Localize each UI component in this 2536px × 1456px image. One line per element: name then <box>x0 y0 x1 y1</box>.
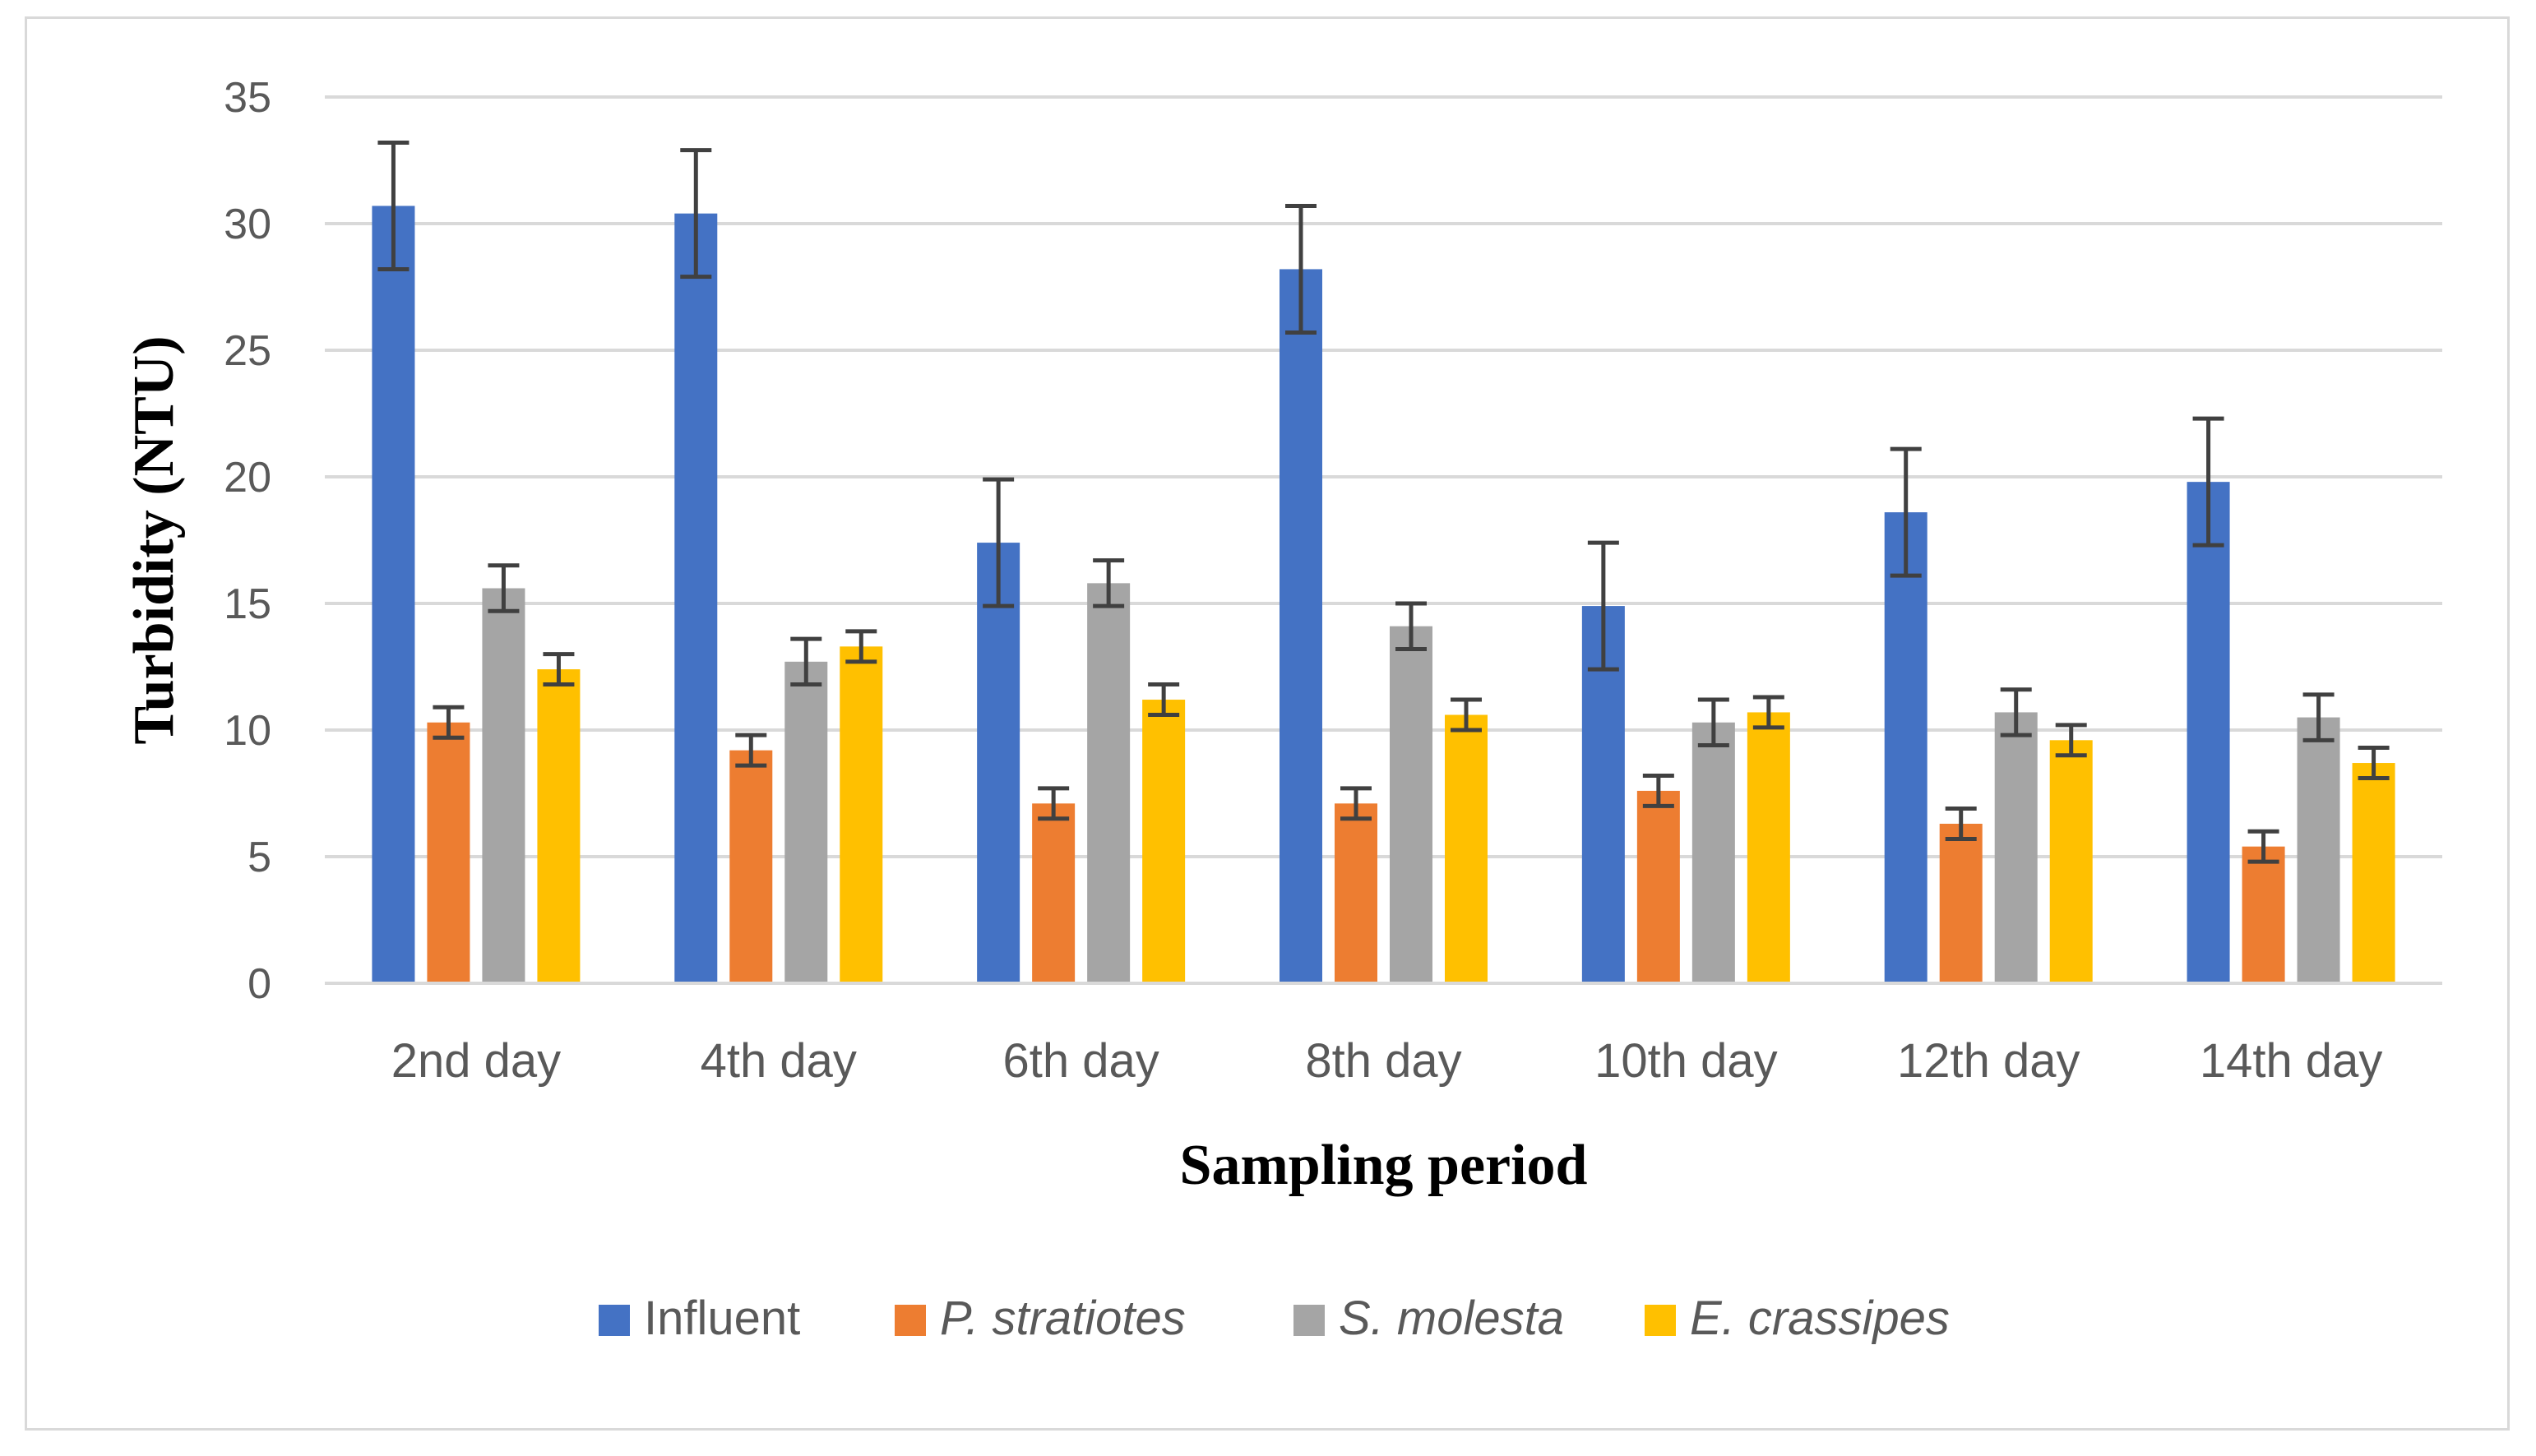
bar-e-crassipes-3 <box>1445 714 1488 983</box>
x-tick-label: 4th day <box>701 1034 857 1088</box>
error-bar <box>735 733 767 768</box>
y-tick-label: 30 <box>224 201 271 248</box>
error-bar <box>1340 786 1372 821</box>
bar-influent-3 <box>1280 269 1322 983</box>
error-bar <box>1697 697 1729 747</box>
bars <box>372 206 2395 983</box>
bar-s-molesta-1 <box>784 661 828 983</box>
x-axis-ticks: 2nd day 4th day 6th day 8th day 10th day 12th… <box>391 1034 2383 1088</box>
x-tick-label: 2nd day <box>391 1034 561 1088</box>
bar-s-molesta-4 <box>1691 722 1735 983</box>
bar-p-stratiotes-3 <box>1335 803 1377 983</box>
legend-swatch <box>599 1305 630 1336</box>
bar-s-molesta-0 <box>482 588 525 983</box>
bar-s-molesta-6 <box>2297 717 2340 983</box>
bar-p-stratiotes-1 <box>729 750 773 983</box>
bar-e-crassipes-1 <box>840 646 883 983</box>
bar-influent-6 <box>2187 482 2230 983</box>
error-bar <box>1285 203 1317 335</box>
bar-p-stratiotes-2 <box>1032 803 1076 983</box>
error-bar <box>1752 695 1784 730</box>
error-bar <box>377 140 410 271</box>
error-bar <box>1587 540 1619 672</box>
x-tick-label: 6th day <box>1003 1034 1159 1088</box>
x-tick-label: 12th day <box>1897 1034 2080 1088</box>
bar-e-crassipes-0 <box>537 669 581 983</box>
error-bar <box>543 652 575 687</box>
bar-e-crassipes-4 <box>1747 712 1790 983</box>
error-bar <box>2000 687 2032 737</box>
error-bar <box>983 477 1015 608</box>
y-tick-label: 0 <box>248 960 271 1008</box>
error-bar <box>1945 806 1977 841</box>
bar-p-stratiotes-6 <box>2242 846 2285 983</box>
bar-s-molesta-2 <box>1087 583 1131 983</box>
x-tick-label: 8th day <box>1305 1034 1461 1088</box>
bar-influent-1 <box>674 213 718 983</box>
error-bar <box>845 629 877 664</box>
error-bar <box>1038 786 1070 821</box>
legend-label: E. crassipes <box>1690 1292 1950 1345</box>
y-tick-label: 20 <box>224 454 271 502</box>
error-bar <box>680 148 712 280</box>
legend-label: S. molesta <box>1339 1292 1564 1345</box>
y-tick-label: 25 <box>224 327 271 375</box>
error-bar <box>2302 692 2335 742</box>
error-bar <box>1890 446 1922 578</box>
x-tick-label: 10th day <box>1594 1034 1778 1088</box>
error-bar <box>2358 746 2390 781</box>
bar-influent-0 <box>372 206 415 983</box>
bar-s-molesta-3 <box>1390 626 1432 983</box>
error-bar <box>2247 829 2279 864</box>
x-tick-label: 14th day <box>2200 1034 2383 1088</box>
error-bars <box>377 140 2390 864</box>
error-bar <box>433 705 465 740</box>
legend-swatch <box>895 1305 926 1336</box>
legend-swatch <box>1645 1305 1676 1336</box>
error-bar <box>1642 773 1674 808</box>
y-axis-title: Turbidity (NTU) <box>123 335 186 744</box>
legend-label: P. stratiotes <box>940 1292 1186 1345</box>
error-bar <box>790 636 822 687</box>
error-bar <box>1148 682 1180 718</box>
error-bar <box>1395 601 1427 651</box>
bar-e-crassipes-6 <box>2352 763 2395 983</box>
gridlines <box>325 95 2442 858</box>
y-axis-ticks: 0 5 10 15 20 25 30 35 <box>224 74 271 1008</box>
error-bar <box>2192 416 2224 548</box>
error-bar <box>488 563 520 613</box>
y-tick-label: 15 <box>224 580 271 628</box>
legend-label: Influent <box>644 1292 800 1345</box>
error-bar <box>1093 558 1125 608</box>
legend: Influent P. stratiotes S. molesta E. crassi… <box>599 1292 1950 1345</box>
bar-p-stratiotes-0 <box>427 722 470 983</box>
bar-p-stratiotes-5 <box>1939 823 1983 983</box>
error-bar <box>1451 697 1482 733</box>
bar-influent-2 <box>977 543 1020 983</box>
bar-e-crassipes-2 <box>1142 700 1186 983</box>
error-bar <box>2055 723 2087 758</box>
bar-e-crassipes-5 <box>2049 740 2093 983</box>
bar-s-molesta-5 <box>1994 712 2038 983</box>
bar-influent-5 <box>1884 512 1927 983</box>
x-axis-title: Sampling period <box>1180 1134 1588 1197</box>
bar-p-stratiotes-4 <box>1636 790 1680 983</box>
y-tick-label: 5 <box>248 834 271 881</box>
y-tick-label: 35 <box>224 74 271 122</box>
y-tick-label: 10 <box>224 707 271 755</box>
legend-swatch <box>1293 1305 1325 1336</box>
